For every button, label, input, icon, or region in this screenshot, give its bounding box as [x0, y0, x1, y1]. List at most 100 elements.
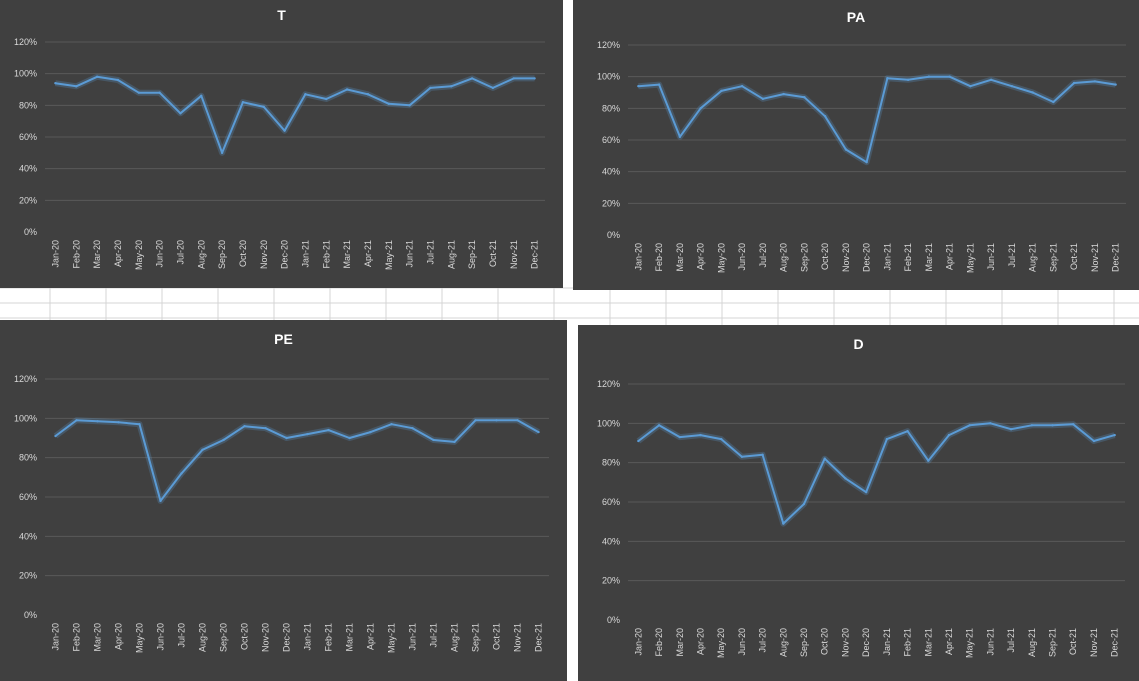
y-tick-label: 0%: [607, 615, 620, 625]
x-tick-label: Jun-21: [405, 240, 415, 268]
data-point: [1051, 424, 1054, 427]
x-tick-label: Jul-20: [177, 623, 187, 648]
y-tick-label: 60%: [602, 497, 620, 507]
data-point: [179, 112, 182, 115]
data-point: [159, 499, 162, 503]
chart-pe[interactable]: PE 0% 20% 40% 60% 80% 100% 120% Jan-20 Feb-20 Mar-…: [0, 320, 567, 681]
x-tick-label: Feb-20: [71, 240, 81, 269]
x-tick-label: Sep-21: [471, 623, 481, 652]
data-point: [533, 77, 536, 80]
y-tick-label: 100%: [597, 418, 620, 428]
data-point: [96, 420, 99, 423]
y-tick-label: 0%: [607, 230, 620, 240]
x-tick-label: Mar-21: [342, 240, 352, 269]
x-tick-label: Apr-21: [944, 628, 954, 655]
x-tick-label: Aug-20: [779, 243, 789, 272]
x-tick-label: Feb-20: [654, 243, 664, 272]
data-point: [968, 424, 971, 427]
data-point: [432, 438, 435, 442]
x-tick-label: Jul-20: [175, 240, 185, 265]
x-tick-label: Aug-21: [1028, 243, 1038, 272]
x-tick-label: Feb-20: [654, 628, 664, 657]
y-tick-label: 80%: [602, 458, 620, 468]
data-point: [369, 430, 372, 434]
y-tick-label: 100%: [14, 413, 37, 423]
data-point: [470, 77, 474, 80]
x-tick-label: May-20: [716, 628, 726, 658]
x-tick-label: Jun-21: [986, 243, 996, 271]
x-tick-label: Feb-20: [72, 623, 82, 652]
x-tick-label: Dec-20: [280, 240, 290, 269]
x-tick-label: Aug-20: [196, 240, 206, 269]
data-point: [719, 437, 723, 441]
x-tick-label: Apr-20: [695, 628, 705, 655]
x-tick-label: Jul-21: [425, 240, 435, 265]
x-tick-label: Dec-20: [282, 623, 292, 652]
y-tick-label: 0%: [24, 610, 37, 620]
data-point: [823, 115, 827, 118]
x-tick-label: Mar-21: [924, 243, 934, 272]
x-tick-label: May-21: [387, 623, 397, 653]
x-tick-label: Mar-20: [675, 628, 685, 657]
x-tick-label: Jul-21: [429, 623, 439, 648]
data-point: [947, 433, 951, 437]
x-tick-label: Jan-21: [300, 240, 310, 268]
x-tick-label: Oct-21: [488, 240, 498, 267]
x-tick-label: Jun-21: [408, 623, 418, 651]
y-tick-label: 60%: [602, 135, 620, 145]
y-tick-label: 20%: [19, 195, 37, 205]
data-point: [657, 83, 661, 86]
data-point: [117, 421, 120, 424]
data-point: [637, 84, 640, 88]
data-point: [1092, 439, 1096, 443]
data-point: [1030, 424, 1034, 427]
data-point: [1031, 91, 1034, 94]
x-tick-label: Nov-21: [513, 623, 523, 652]
y-tick-label: 40%: [19, 164, 37, 174]
data-point: [761, 453, 764, 456]
data-point: [283, 129, 286, 132]
data-point: [989, 422, 992, 425]
data-point: [886, 77, 889, 80]
data-point: [699, 107, 702, 110]
x-tick-label: Nov-20: [261, 623, 271, 652]
chart-title: PA: [847, 9, 865, 25]
data-point: [678, 435, 681, 439]
x-tick-label: Nov-21: [1090, 243, 1100, 272]
y-tick-label: 100%: [597, 72, 620, 82]
data-point: [1113, 433, 1116, 437]
y-tick-label: 60%: [19, 492, 37, 502]
series-line: [638, 75, 1116, 164]
data-point: [989, 78, 993, 82]
data-point: [474, 419, 477, 422]
chart-pa[interactable]: PA 0% 20% 40% 60% 80% 100% 120% Jan-20 Feb-20 Mar-…: [573, 0, 1139, 290]
chart-t[interactable]: T 0% 20% 40% 60% 80% 100% 120% Jan-20 Feb-20 Mar-2…: [0, 0, 563, 288]
x-tick-label: Dec-21: [1111, 243, 1121, 272]
data-point: [450, 85, 453, 88]
x-tick-label: Apr-21: [366, 623, 376, 650]
x-tick-label: Jul-20: [758, 243, 768, 268]
chart-svg: PA 0% 20% 40% 60% 80% 100% 120% Jan-20 Feb-20 Mar-…: [597, 9, 1126, 273]
data-point: [1072, 81, 1076, 85]
x-tick-label: Oct-20: [820, 628, 830, 655]
x-tick-label: Dec-21: [1110, 628, 1120, 657]
data-point: [327, 428, 330, 432]
chart-d[interactable]: D 0% 20% 40% 60% 80% 100% 120% Jan-20 Feb-20 Mar-2…: [578, 325, 1139, 681]
x-tick-label: Jan-20: [51, 623, 61, 651]
data-point: [243, 425, 246, 428]
data-point: [54, 81, 57, 85]
data-point: [1010, 84, 1014, 88]
x-tick-label: Jan-21: [303, 623, 313, 651]
data-point: [429, 86, 432, 90]
data-point: [453, 440, 456, 444]
data-point: [220, 151, 224, 155]
data-point: [865, 160, 868, 164]
y-tick-label: 40%: [602, 536, 620, 546]
y-tick-label: 20%: [602, 576, 620, 586]
data-point: [201, 448, 204, 451]
series-line-glow: [54, 73, 535, 156]
x-tick-label: Mar-20: [93, 623, 103, 652]
series-line: [54, 419, 539, 502]
x-tick-label: Jun-20: [155, 240, 165, 268]
chart-svg: T 0% 20% 40% 60% 80% 100% 120% Jan-20 Feb-20 Mar-2…: [14, 7, 545, 270]
